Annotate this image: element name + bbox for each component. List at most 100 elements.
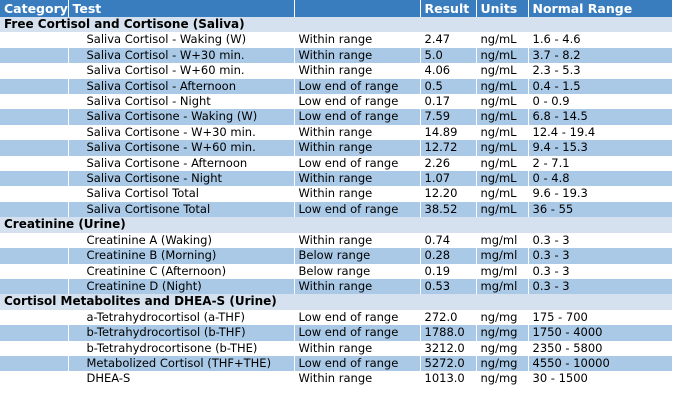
data-row: Creatinine B (Morning) Below range 0.28 mg/… xyxy=(0,248,673,264)
result: 5.0 xyxy=(420,47,477,64)
units: ng/mL xyxy=(476,94,529,110)
normal-range: 6.8 - 14.5 xyxy=(528,109,673,125)
table-body: Free Cortisol and Cortisone (Saliva) Sali… xyxy=(0,17,673,387)
category-cell xyxy=(0,78,69,95)
data-row: Metabolized Cortisol (THF+THE) Low end of… xyxy=(0,355,673,372)
normal-range: 3.7 - 8.2 xyxy=(528,47,673,64)
interpretation: Within range xyxy=(294,140,421,156)
test-name: Creatinine C (Afternoon) xyxy=(68,263,295,279)
result: 5272.0 xyxy=(420,355,477,372)
category-cell xyxy=(0,263,69,279)
test-name: b-Tetrahydrocortisone (b-THE) xyxy=(68,340,295,356)
interpretation: Within range xyxy=(294,340,421,356)
data-row: Saliva Cortisone Total Low end of range 38… xyxy=(0,201,673,218)
results-table: Category Test Result Units Normal Range … xyxy=(0,0,673,387)
test-name: DHEA-S xyxy=(68,371,295,387)
data-row: Saliva Cortisone - Waking (W) Low end of … xyxy=(0,109,673,125)
normal-range: 0.3 - 3 xyxy=(528,278,673,295)
category-cell xyxy=(0,340,69,356)
category-cell xyxy=(0,47,69,64)
normal-range: 175 - 700 xyxy=(528,309,673,326)
header-cell: Category xyxy=(0,0,69,17)
normal-range: 12.4 - 19.4 xyxy=(528,124,673,141)
interpretation: Low end of range xyxy=(294,155,421,172)
result: 1788.0 xyxy=(420,325,477,341)
result: 0.28 xyxy=(420,248,477,264)
interpretation: Low end of range xyxy=(294,94,421,110)
result: 0.74 xyxy=(420,232,477,249)
category-cell xyxy=(0,109,69,125)
units: ng/mg xyxy=(476,325,529,341)
test-name: Saliva Cortisone Total xyxy=(68,201,295,218)
data-row: Saliva Cortisone - W+60 min. Within range… xyxy=(0,140,673,156)
test-name: Saliva Cortisone - W+60 min. xyxy=(68,140,295,156)
result: 3212.0 xyxy=(420,340,477,356)
interpretation: Within range xyxy=(294,63,421,79)
category-cell xyxy=(0,201,69,218)
section-row: Free Cortisol and Cortisone (Saliva) xyxy=(0,17,673,33)
data-row: Saliva Cortisone - Afternoon Low end of r… xyxy=(0,155,673,172)
category-cell xyxy=(0,325,69,341)
test-name: Saliva Cortisol Total xyxy=(68,186,295,202)
category-cell xyxy=(0,171,69,187)
interpretation: Low end of range xyxy=(294,78,421,95)
interpretation: Within range xyxy=(294,171,421,187)
category-cell xyxy=(0,248,69,264)
test-name: Creatinine B (Morning) xyxy=(68,248,295,264)
units: ng/mL xyxy=(476,201,529,218)
category-cell xyxy=(0,278,69,295)
units: ng/mL xyxy=(476,109,529,125)
category-cell xyxy=(0,94,69,110)
result: 0.17 xyxy=(420,94,477,110)
header-cell: Units xyxy=(476,0,529,17)
result: 38.52 xyxy=(420,201,477,218)
normal-range: 1750 - 4000 xyxy=(528,325,673,341)
result: 12.72 xyxy=(420,140,477,156)
data-row: Saliva Cortisol - W+60 min. Within range 4… xyxy=(0,63,673,79)
category-cell xyxy=(0,140,69,156)
interpretation: Within range xyxy=(294,47,421,64)
data-row: Saliva Cortisol - Afternoon Low end of ra… xyxy=(0,78,673,95)
result: 272.0 xyxy=(420,309,477,326)
interpretation: Low end of range xyxy=(294,355,421,372)
test-name: Saliva Cortisone - W+30 min. xyxy=(68,124,295,141)
test-name: Saliva Cortisol - W+30 min. xyxy=(68,47,295,64)
result: 0.19 xyxy=(420,263,477,279)
normal-range: 2350 - 5800 xyxy=(528,340,673,356)
section-title: Creatinine (Urine) xyxy=(0,217,673,233)
data-row: Creatinine C (Afternoon) Below range 0.19 m… xyxy=(0,263,673,279)
test-name: Saliva Cortisol - Afternoon xyxy=(68,78,295,95)
normal-range: 0.3 - 3 xyxy=(528,263,673,279)
data-row: Saliva Cortisol Total Within range 12.20 ng… xyxy=(0,186,673,202)
units: ng/mL xyxy=(476,140,529,156)
interpretation: Below range xyxy=(294,248,421,264)
test-name: Saliva Cortisone - Night xyxy=(68,171,295,187)
interpretation: Within range xyxy=(294,278,421,295)
units: ng/mL xyxy=(476,78,529,95)
test-name: b-Tetrahydrocortisol (b-THF) xyxy=(68,325,295,341)
data-row: DHEA-S Within range 1013.0 ng/mg 30 - 1500 xyxy=(0,371,673,387)
units: ng/mL xyxy=(476,63,529,79)
normal-range: 9.4 - 15.3 xyxy=(528,140,673,156)
units: ng/mg xyxy=(476,340,529,356)
data-row: Saliva Cortisone - Night Within range 1.07… xyxy=(0,171,673,187)
data-row: Saliva Cortisone - W+30 min. Within range… xyxy=(0,124,673,141)
result: 0.53 xyxy=(420,278,477,295)
test-name: Saliva Cortisone - Afternoon xyxy=(68,155,295,172)
units: mg/ml xyxy=(476,248,529,264)
header-cell xyxy=(294,0,421,17)
normal-range: 2.3 - 5.3 xyxy=(528,63,673,79)
category-cell xyxy=(0,186,69,202)
test-name: Saliva Cortisol - Night xyxy=(68,94,295,110)
result: 2.47 xyxy=(420,32,477,48)
data-row: Creatinine A (Waking) Within range 0.74 mg/… xyxy=(0,232,673,249)
interpretation: Within range xyxy=(294,371,421,387)
interpretation: Low end of range xyxy=(294,109,421,125)
normal-range: 0 - 0.9 xyxy=(528,94,673,110)
section-row: Creatinine (Urine) xyxy=(0,217,673,233)
units: mg/ml xyxy=(476,278,529,295)
category-cell xyxy=(0,371,69,387)
header-cell: Normal Range xyxy=(528,0,673,17)
category-cell xyxy=(0,355,69,372)
